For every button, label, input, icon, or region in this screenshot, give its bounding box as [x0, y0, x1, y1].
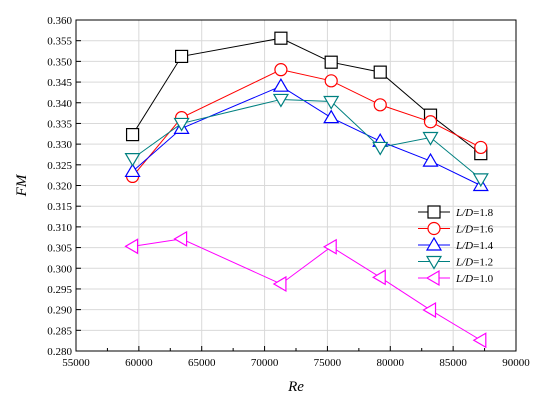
data-point-marker — [272, 78, 289, 92]
legend-label-suffix: =1.2 — [473, 257, 493, 269]
y-tick-label: 0.320 — [47, 181, 72, 193]
x-axis-title: Re — [287, 379, 304, 395]
data-point-marker — [274, 31, 288, 45]
y-axis-title: FM — [14, 173, 30, 197]
y-tick-label: 0.360 — [47, 15, 72, 27]
data-point-marker — [124, 163, 141, 178]
legend-marker — [425, 269, 440, 287]
data-point-marker — [423, 115, 438, 129]
series-3 — [124, 93, 489, 188]
legend: L/D=1.8L/D=1.6L/D=1.4L/D=1.2L/D=1.0 — [418, 205, 494, 287]
data-point-marker — [274, 63, 288, 77]
data-point-marker — [124, 238, 139, 255]
y-tick-label: 0.285 — [47, 325, 72, 337]
legend-marker — [425, 236, 443, 251]
legend-marker — [427, 205, 441, 219]
data-point-marker — [372, 141, 389, 156]
y-tick-label: 0.280 — [47, 346, 72, 358]
legend-item: L/D=1.6 — [418, 221, 494, 236]
series-0 — [125, 31, 488, 161]
data-point-marker — [422, 131, 439, 146]
legend-label: L/D=1.4 — [455, 240, 494, 252]
y-tick-label: 0.290 — [47, 305, 72, 317]
data-point-marker — [472, 332, 487, 349]
y-tick-label: 0.345 — [47, 77, 72, 89]
series-4 — [124, 230, 487, 349]
y-tick-label: 0.350 — [47, 56, 72, 68]
y-tick-label: 0.335 — [47, 118, 72, 130]
x-tick-label: 55000 — [62, 357, 90, 369]
legend-label-prefix: L/D — [455, 257, 473, 269]
data-point-marker — [372, 269, 386, 286]
legend-item: L/D=1.8 — [418, 205, 494, 219]
data-point-marker — [173, 117, 190, 132]
y-tick-label: 0.355 — [47, 36, 72, 48]
y-tick-label: 0.330 — [47, 139, 72, 151]
legend-label-suffix: =1.6 — [473, 224, 493, 236]
legend-label-suffix: =1.0 — [473, 273, 493, 285]
data-point-marker — [175, 49, 189, 64]
data-point-marker — [474, 140, 488, 155]
legend-item: L/D=1.0 — [418, 269, 494, 287]
legend-label: L/D=1.2 — [455, 257, 493, 269]
legend-item: L/D=1.2 — [418, 255, 493, 270]
legend-label-prefix: L/D — [455, 207, 473, 219]
legend-marker — [427, 221, 441, 236]
data-point-marker — [272, 93, 289, 108]
y-tick-label: 0.305 — [47, 243, 72, 255]
grid-lines — [75, 19, 517, 352]
y-tick-label: 0.300 — [47, 263, 72, 275]
y-tick-label: 0.315 — [47, 201, 72, 213]
data-point-marker — [422, 301, 437, 319]
y-tick-label: 0.310 — [47, 222, 72, 234]
data-point-marker — [472, 173, 489, 188]
legend-item: L/D=1.4 — [418, 236, 494, 252]
data-point-marker — [173, 230, 188, 247]
series-line — [132, 238, 482, 341]
legend-label: L/D=1.6 — [455, 224, 494, 236]
legend-label-prefix: L/D — [455, 224, 473, 236]
legend-label-prefix: L/D — [455, 240, 473, 252]
y-tick-label: 0.325 — [47, 160, 72, 172]
data-point-marker — [422, 152, 439, 167]
axis-ticks: 55000 60000 65000 70000 75000 80000 85000 90000… — [47, 15, 530, 369]
legend-label: L/D=1.8 — [455, 207, 494, 219]
x-tick-label: 70000 — [251, 357, 279, 369]
data-point-marker — [272, 275, 287, 293]
y-tick-label: 0.295 — [47, 284, 72, 296]
data-point-marker — [324, 74, 338, 88]
data-point-marker — [124, 153, 141, 167]
data-point-marker — [324, 55, 338, 69]
series-group — [124, 31, 489, 349]
x-tick-label: 85000 — [439, 357, 467, 369]
data-point-marker — [323, 238, 337, 255]
y-tick-label: 0.340 — [47, 98, 72, 110]
legend-label-prefix: L/D — [455, 273, 473, 285]
data-point-marker — [125, 128, 140, 142]
legend-label-suffix: =1.4 — [473, 240, 493, 252]
data-point-marker — [373, 65, 387, 79]
x-tick-label: 60000 — [125, 357, 153, 369]
x-tick-label: 65000 — [188, 357, 216, 369]
data-point-marker — [323, 95, 340, 110]
x-tick-label: 75000 — [314, 357, 342, 369]
legend-label: L/D=1.0 — [455, 273, 494, 285]
data-point-marker — [373, 98, 387, 112]
x-tick-label: 80000 — [377, 357, 405, 369]
x-tick-label: 90000 — [502, 357, 530, 369]
legend-marker — [425, 255, 443, 270]
data-point-marker — [323, 109, 340, 124]
legend-label-suffix: =1.8 — [473, 207, 493, 219]
